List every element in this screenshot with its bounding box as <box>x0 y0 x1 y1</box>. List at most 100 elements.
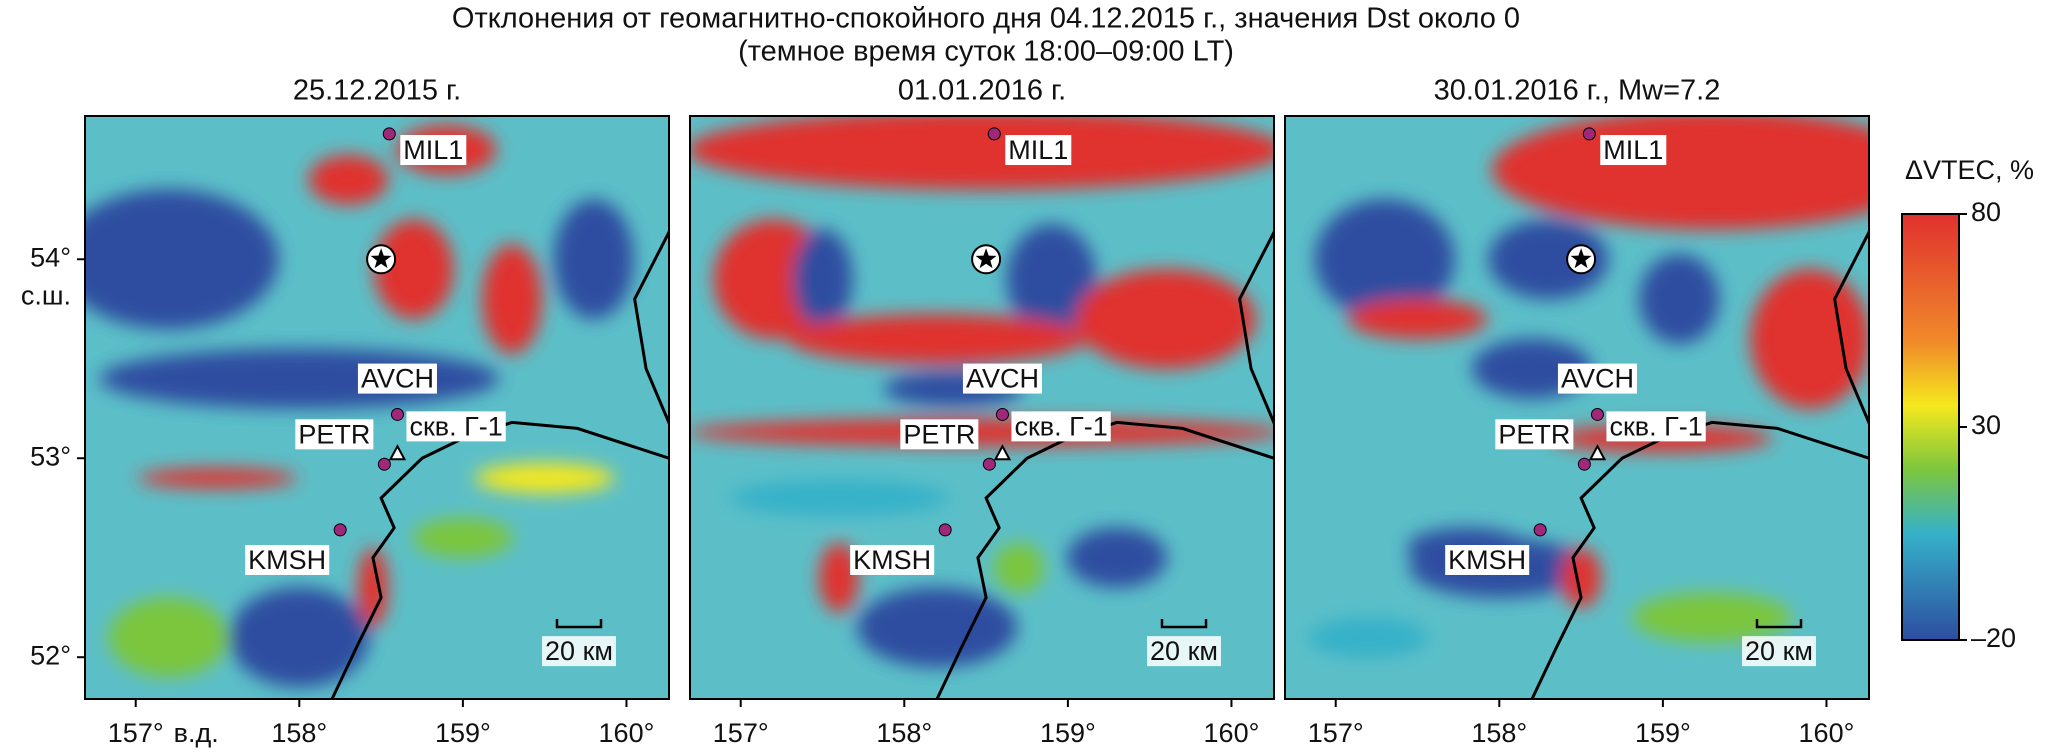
anomaly <box>818 542 859 613</box>
anomaly <box>1561 547 1602 608</box>
label-bg <box>900 419 979 450</box>
panel-frame <box>1284 115 1870 700</box>
anomaly <box>857 587 1018 668</box>
lon-tick-label: 158° <box>271 718 327 748</box>
anomaly <box>792 229 853 330</box>
station-label: MIL1 <box>1603 135 1663 165</box>
label-bg <box>406 411 506 442</box>
anomaly <box>99 348 500 409</box>
colorbar-label: ΔVTEC, % <box>1905 155 2034 185</box>
anomaly <box>1488 219 1609 300</box>
panel-title: 25.12.2015 г. <box>293 75 461 107</box>
station <box>982 457 996 471</box>
heatmap <box>690 116 1274 699</box>
station <box>1533 523 1547 537</box>
scale-label: 20 км <box>1745 636 1813 666</box>
lat-tick-label: 52° <box>30 640 71 670</box>
coastline <box>1530 420 1869 699</box>
anomaly <box>1006 224 1097 335</box>
heatmap <box>1285 116 1869 699</box>
anomaly <box>229 587 370 688</box>
map-panel: 25.12.2015 г. MIL1 AVCH PETR KMSH скв. Г-1 20 … <box>84 75 670 748</box>
anomaly <box>308 154 389 205</box>
label-bg <box>295 419 374 450</box>
anomaly <box>553 199 634 320</box>
lon-tick-label: 157° <box>108 718 164 748</box>
well-label: скв. Г-1 <box>1609 411 1702 441</box>
well-label: скв. Г-1 <box>409 411 502 441</box>
anomaly <box>1639 254 1720 345</box>
lon-tick-label: 159° <box>1040 718 1096 748</box>
anomaly <box>108 597 229 678</box>
lon-tick-label: 158° <box>1471 718 1527 748</box>
anomaly <box>481 244 542 355</box>
lon-tick-label: 160° <box>599 718 655 748</box>
anomaly <box>1750 268 1869 409</box>
heatmap <box>85 116 669 699</box>
station <box>995 407 1009 421</box>
epicenter-star <box>975 248 997 269</box>
label-bg <box>1495 419 1574 450</box>
label-bg <box>542 636 616 667</box>
well-label: скв. Г-1 <box>1014 411 1107 441</box>
label-bg <box>1445 544 1530 575</box>
coastline <box>330 420 669 699</box>
lat-unit: с.ш. <box>21 280 71 310</box>
scale-label: 20 км <box>1150 636 1218 666</box>
coastline <box>633 228 669 427</box>
lon-tick-label: 160° <box>1799 718 1855 748</box>
label-bg <box>245 544 330 575</box>
panel-frame <box>689 115 1275 700</box>
colorbar-tick-label: 80 <box>1971 197 2001 227</box>
lon-unit: в.д. <box>174 718 219 748</box>
anomaly <box>373 219 454 320</box>
station-label: KMSH <box>1448 545 1526 575</box>
label-bg <box>400 135 467 166</box>
anomaly <box>787 313 1088 364</box>
anomaly <box>1347 298 1488 339</box>
station-label: MIL1 <box>1008 135 1068 165</box>
station <box>1577 457 1591 471</box>
station-label: KMSH <box>248 545 326 575</box>
label-bg <box>1005 135 1072 166</box>
map-panel: 30.01.2016 г., Mw=7.2 MIL1 AVCH PETR KMSH скв… <box>1284 75 1870 748</box>
anomaly <box>728 480 949 517</box>
station-label: PETR <box>298 419 370 449</box>
map-panel: 01.01.2016 г. MIL1 AVCH PETR KMSH скв. Г-1 20 … <box>689 75 1275 748</box>
title-line: Отклонения от геомагнитно-спокойного дня… <box>452 3 1520 35</box>
anomaly <box>412 517 513 558</box>
station <box>377 457 391 471</box>
label-bg <box>850 544 935 575</box>
anomaly <box>993 542 1044 593</box>
anomaly <box>1631 592 1792 643</box>
station <box>938 523 952 537</box>
station-label: AVCH <box>361 364 434 394</box>
well <box>1588 444 1607 461</box>
station <box>390 407 404 421</box>
well <box>388 444 407 461</box>
label-bg <box>1557 363 1637 394</box>
label-bg <box>1606 411 1706 442</box>
anomaly <box>1076 268 1257 369</box>
label-bg <box>1011 411 1111 442</box>
anomaly <box>690 418 1274 447</box>
lat-tick-label: 53° <box>30 441 71 471</box>
lon-tick-label: 159° <box>435 718 491 748</box>
colorbar-tick-label: –20 <box>1971 623 2016 653</box>
panel-title: 30.01.2016 г., Mw=7.2 <box>1434 75 1721 107</box>
scale-bar <box>1755 619 1803 629</box>
anomaly <box>690 116 1274 190</box>
label-bg <box>357 363 437 394</box>
scale-label: 20 км <box>545 636 613 666</box>
label-bg <box>1742 636 1816 667</box>
lon-tick-label: 157° <box>1308 718 1364 748</box>
scale-bar <box>555 619 603 629</box>
station <box>987 127 1001 141</box>
lon-tick-label: 160° <box>1204 718 1260 748</box>
anomaly <box>474 463 615 494</box>
lon-tick-label: 157° <box>713 718 769 748</box>
station <box>382 127 396 141</box>
epicenter-star <box>1570 248 1592 269</box>
panel-title: 01.01.2016 г. <box>898 75 1066 107</box>
